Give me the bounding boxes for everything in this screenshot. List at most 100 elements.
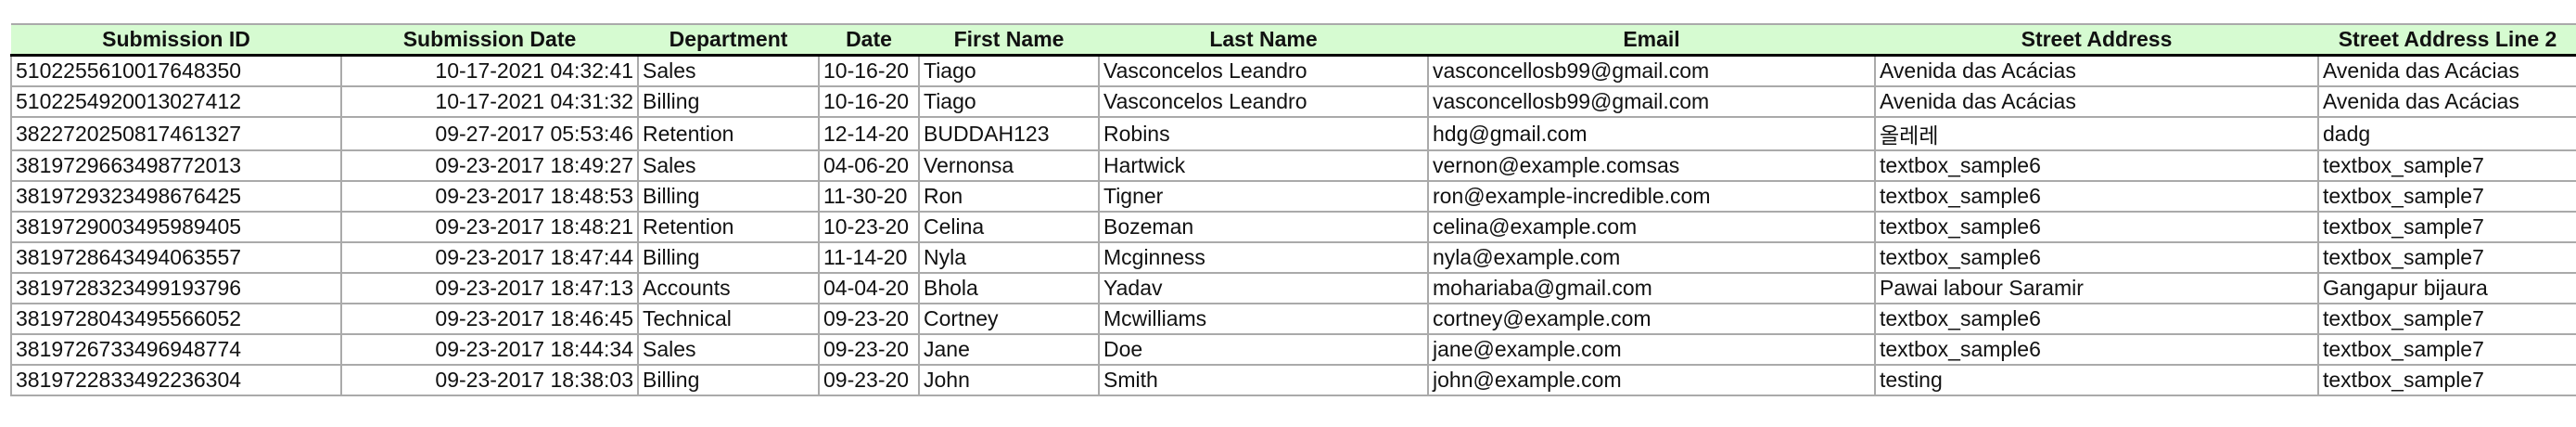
cell-submission-date[interactable]: 10-17-2021 04:31:32 — [340, 85, 639, 118]
cell-last-name[interactable]: Smith — [1098, 364, 1429, 396]
cell-first-name[interactable]: John — [918, 364, 1100, 396]
cell-last-name[interactable]: Yadav — [1098, 272, 1429, 304]
cell-email[interactable]: ron@example-incredible.com — [1427, 180, 1876, 213]
cell-street-address[interactable]: textbox_sample6 — [1874, 303, 2319, 335]
cell-last-name[interactable]: Doe — [1098, 333, 1429, 366]
cell-street-address-line-2[interactable]: dadg — [2317, 116, 2576, 151]
cell-last-name[interactable]: Vasconcelos Leandro — [1098, 54, 1429, 87]
cell-date[interactable]: 11-30-20 — [818, 180, 920, 213]
cell-department[interactable]: Retention — [637, 116, 820, 151]
cell-first-name[interactable]: Tiago — [918, 54, 1100, 87]
cell-first-name[interactable]: Bhola — [918, 272, 1100, 304]
cell-street-address-line-2[interactable]: textbox_sample7 — [2317, 364, 2576, 396]
cell-submission-id[interactable]: 3819728043495566052 — [10, 303, 342, 335]
cell-submission-date[interactable]: 09-23-2017 18:49:27 — [340, 149, 639, 182]
column-header-submission-date[interactable]: Submission Date — [341, 23, 638, 57]
cell-last-name[interactable]: Robins — [1098, 116, 1429, 151]
cell-email[interactable]: jane@example.com — [1427, 333, 1876, 366]
cell-date[interactable]: 09-23-20 — [818, 333, 920, 366]
cell-department[interactable]: Billing — [637, 241, 820, 274]
cell-submission-id[interactable]: 3819729663498772013 — [10, 149, 342, 182]
cell-street-address-line-2[interactable]: Avenida das Acácias — [2317, 85, 2576, 118]
cell-first-name[interactable]: Cortney — [918, 303, 1100, 335]
cell-email[interactable]: celina@example.com — [1427, 211, 1876, 243]
cell-submission-date[interactable]: 09-23-2017 18:38:03 — [340, 364, 639, 396]
cell-submission-date[interactable]: 09-23-2017 18:46:45 — [340, 303, 639, 335]
cell-submission-id[interactable]: 3819729003495989405 — [10, 211, 342, 243]
cell-first-name[interactable]: BUDDAH123 — [918, 116, 1100, 151]
cell-last-name[interactable]: Bozeman — [1098, 211, 1429, 243]
cell-street-address-line-2[interactable]: textbox_sample7 — [2317, 241, 2576, 274]
cell-department[interactable]: Retention — [637, 211, 820, 243]
cell-street-address-line-2[interactable]: textbox_sample7 — [2317, 149, 2576, 182]
cell-submission-date[interactable]: 09-27-2017 05:53:46 — [340, 116, 639, 151]
cell-first-name[interactable]: Ron — [918, 180, 1100, 213]
cell-date[interactable]: 11-14-20 — [818, 241, 920, 274]
cell-email[interactable]: hdg@gmail.com — [1427, 116, 1876, 151]
cell-submission-id[interactable]: 5102254920013027412 — [10, 85, 342, 118]
cell-street-address[interactable]: textbox_sample6 — [1874, 333, 2319, 366]
cell-submission-id[interactable]: 3819722833492236304 — [10, 364, 342, 396]
cell-street-address[interactable]: 올레레 — [1874, 116, 2319, 151]
cell-submission-date[interactable]: 09-23-2017 18:48:21 — [340, 211, 639, 243]
cell-department[interactable]: Technical — [637, 303, 820, 335]
cell-street-address[interactable]: testing — [1874, 364, 2319, 396]
cell-submission-date[interactable]: 09-23-2017 18:44:34 — [340, 333, 639, 366]
cell-last-name[interactable]: Tigner — [1098, 180, 1429, 213]
cell-street-address-line-2[interactable]: textbox_sample7 — [2317, 180, 2576, 213]
cell-street-address[interactable]: Avenida das Acácias — [1874, 85, 2319, 118]
cell-submission-id[interactable]: 3819728323499193796 — [10, 272, 342, 304]
cell-street-address-line-2[interactable]: textbox_sample7 — [2317, 303, 2576, 335]
cell-last-name[interactable]: Vasconcelos Leandro — [1098, 85, 1429, 118]
cell-date[interactable]: 10-23-20 — [818, 211, 920, 243]
cell-department[interactable]: Sales — [637, 149, 820, 182]
cell-department[interactable]: Accounts — [637, 272, 820, 304]
cell-email[interactable]: vasconcellosb99@gmail.com — [1427, 85, 1876, 118]
cell-street-address[interactable]: textbox_sample6 — [1874, 211, 2319, 243]
cell-department[interactable]: Sales — [637, 54, 820, 87]
cell-street-address-line-2[interactable]: Avenida das Acácias — [2317, 54, 2576, 87]
column-header-date[interactable]: Date — [819, 23, 919, 57]
cell-street-address[interactable]: Avenida das Acácias — [1874, 54, 2319, 87]
cell-submission-date[interactable]: 09-23-2017 18:48:53 — [340, 180, 639, 213]
cell-email[interactable]: john@example.com — [1427, 364, 1876, 396]
cell-submission-id[interactable]: 3822720250817461327 — [10, 116, 342, 151]
cell-last-name[interactable]: Hartwick — [1098, 149, 1429, 182]
cell-date[interactable]: 10-16-20 — [818, 85, 920, 118]
cell-first-name[interactable]: Nyla — [918, 241, 1100, 274]
cell-email[interactable]: nyla@example.com — [1427, 241, 1876, 274]
cell-street-address[interactable]: textbox_sample6 — [1874, 149, 2319, 182]
cell-date[interactable]: 09-23-20 — [818, 303, 920, 335]
cell-email[interactable]: cortney@example.com — [1427, 303, 1876, 335]
cell-street-address[interactable]: textbox_sample6 — [1874, 180, 2319, 213]
cell-submission-date[interactable]: 09-23-2017 18:47:44 — [340, 241, 639, 274]
cell-first-name[interactable]: Celina — [918, 211, 1100, 243]
column-header-department[interactable]: Department — [638, 23, 819, 57]
cell-first-name[interactable]: Tiago — [918, 85, 1100, 118]
cell-date[interactable]: 12-14-20 — [818, 116, 920, 151]
cell-date[interactable]: 04-04-20 — [818, 272, 920, 304]
column-header-first-name[interactable]: First Name — [919, 23, 1099, 57]
cell-date[interactable]: 04-06-20 — [818, 149, 920, 182]
cell-submission-id[interactable]: 3819729323498676425 — [10, 180, 342, 213]
column-header-last-name[interactable]: Last Name — [1099, 23, 1428, 57]
cell-date[interactable]: 09-23-20 — [818, 364, 920, 396]
cell-date[interactable]: 10-16-20 — [818, 54, 920, 87]
cell-street-address[interactable]: Pawai labour Saramir — [1874, 272, 2319, 304]
cell-last-name[interactable]: Mcwilliams — [1098, 303, 1429, 335]
column-header-submission-id[interactable]: Submission ID — [11, 23, 341, 57]
cell-submission-date[interactable]: 09-23-2017 18:47:13 — [340, 272, 639, 304]
cell-submission-id[interactable]: 3819726733496948774 — [10, 333, 342, 366]
column-header-email[interactable]: Email — [1428, 23, 1875, 57]
cell-street-address-line-2[interactable]: textbox_sample7 — [2317, 333, 2576, 366]
column-header-street-address[interactable]: Street Address — [1875, 23, 2318, 57]
cell-department[interactable]: Billing — [637, 364, 820, 396]
cell-submission-id[interactable]: 3819728643494063557 — [10, 241, 342, 274]
cell-first-name[interactable]: Jane — [918, 333, 1100, 366]
cell-first-name[interactable]: Vernonsa — [918, 149, 1100, 182]
cell-department[interactable]: Billing — [637, 85, 820, 118]
cell-street-address-line-2[interactable]: textbox_sample7 — [2317, 211, 2576, 243]
cell-email[interactable]: mohariaba@gmail.com — [1427, 272, 1876, 304]
cell-department[interactable]: Sales — [637, 333, 820, 366]
cell-street-address[interactable]: textbox_sample6 — [1874, 241, 2319, 274]
